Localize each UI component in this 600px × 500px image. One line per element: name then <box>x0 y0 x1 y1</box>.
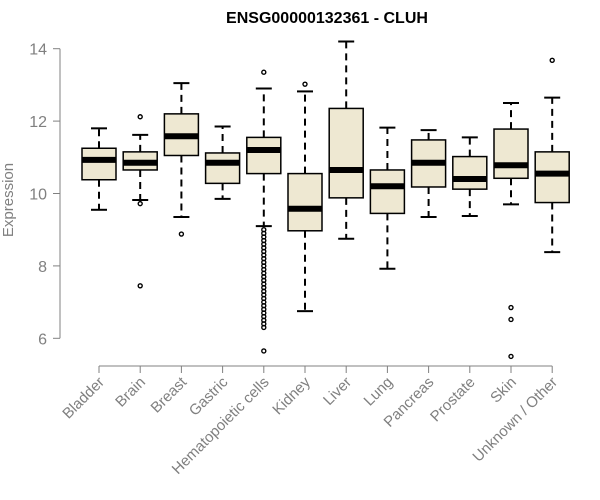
box-group <box>163 82 200 237</box>
x-tick-label: Prostate <box>427 374 479 426</box>
y-tick-label: 8 <box>38 259 47 276</box>
box-iqr <box>534 151 570 204</box>
outlier-point <box>549 57 555 63</box>
x-tick-label: Brain <box>112 374 149 411</box>
y-tick-label: 12 <box>29 114 47 131</box>
outlier-point <box>261 348 267 354</box>
box-group <box>204 125 241 200</box>
box-group <box>534 57 570 254</box>
box-iqr <box>328 107 364 199</box>
outlier-point <box>137 114 143 120</box>
box-iqr <box>287 172 323 232</box>
box-group <box>410 129 447 219</box>
x-tick-label: Kidney <box>269 373 314 418</box>
box-iqr <box>81 147 117 181</box>
y-axis: 6 8 10 12 14 <box>29 42 61 348</box>
box-group <box>493 102 529 360</box>
box-iqr <box>493 128 529 180</box>
outlier-point <box>508 316 514 323</box>
x-tick-label: Skin <box>487 374 520 407</box>
y-axis-label: Expression <box>0 163 17 237</box>
outlier-point <box>178 231 185 237</box>
box-group <box>122 114 158 289</box>
box-group <box>369 126 406 270</box>
box-group <box>452 136 488 217</box>
outlier-point <box>261 324 267 331</box>
outlier-point <box>137 283 143 289</box>
outlier-point <box>302 81 308 87</box>
box-group <box>287 81 323 313</box>
x-tick-label: Bladder <box>59 374 108 423</box>
outlier-point <box>137 200 143 207</box>
y-tick-label: 10 <box>29 187 47 204</box>
box-iqr <box>452 155 488 190</box>
x-tick-label: Breast <box>148 373 191 416</box>
box-iqr <box>369 169 406 215</box>
box-group <box>81 127 117 211</box>
x-tick-label: Lung <box>361 374 397 410</box>
outlier-point <box>508 304 514 311</box>
chart-title: ENSG00000132361 - CLUH <box>226 10 428 27</box>
outlier-point <box>508 353 514 360</box>
y-tick-label: 6 <box>38 331 47 348</box>
plot-area <box>81 40 570 360</box>
outlier-point <box>261 69 267 75</box>
box-iqr <box>246 136 282 175</box>
box-group <box>328 40 364 240</box>
box-group <box>246 69 282 354</box>
box-iqr <box>204 152 241 185</box>
y-tick-label: 14 <box>29 42 47 59</box>
x-tick-label: Liver <box>320 374 355 409</box>
